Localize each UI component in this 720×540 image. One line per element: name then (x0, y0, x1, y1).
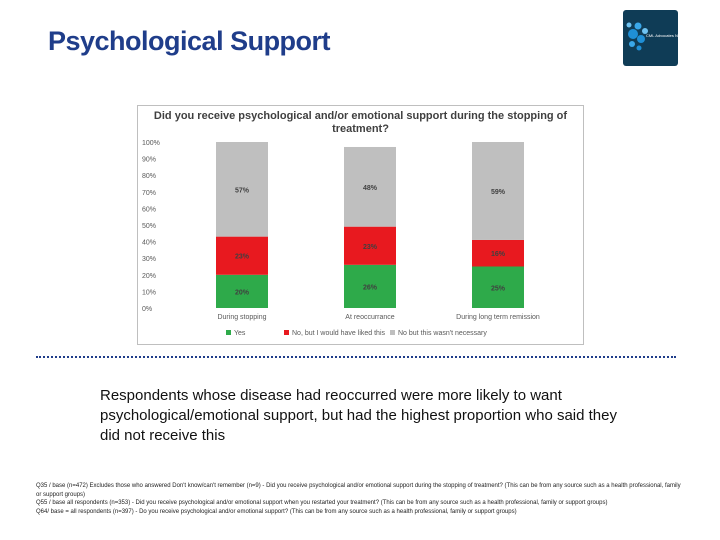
bar-segment (472, 266, 524, 308)
bar-segment (472, 142, 524, 240)
data-label: 23% (363, 244, 378, 251)
y-tick-label: 70% (142, 190, 156, 197)
category-label: During stopping (217, 314, 266, 321)
y-tick-label: 90% (142, 157, 156, 164)
logo (623, 10, 678, 66)
logo-icon (626, 22, 648, 51)
bar-segment (216, 236, 268, 275)
separator (36, 356, 676, 358)
y-tick-label: 20% (142, 273, 156, 280)
legend-label: No, but I would have liked this (292, 330, 385, 337)
data-label: 48% (363, 185, 378, 192)
bar-segment (344, 146, 396, 227)
footnotes: Q35 / base (n=472) Excludes those who an… (36, 482, 686, 516)
data-label: 25% (491, 285, 506, 292)
slide-title: Psychological Support (48, 26, 331, 56)
data-label: 16% (491, 251, 506, 258)
y-tick-label: 100% (142, 140, 160, 147)
summary-text: Respondents whose disease had reoccurred… (100, 387, 617, 444)
bar-segment (472, 239, 524, 267)
category-label: At reoccurrance (345, 314, 395, 321)
y-tick-label: 60% (142, 206, 156, 213)
legend-label: Yes (234, 330, 246, 337)
footnote-q35: Q35 / base (n=472) Excludes those who an… (36, 483, 681, 498)
data-label: 23% (235, 254, 250, 261)
legend-swatch (284, 330, 289, 335)
bar-segment (216, 274, 268, 308)
legend-swatch (226, 330, 231, 335)
stacked-bar-chart: 0% 10% 20% 30% 40% 50% 60% 70% 80% 90% 100% 20% 23% 5… (142, 140, 540, 337)
y-tick-label: 30% (142, 256, 156, 263)
y-tick-label: 10% (142, 289, 156, 296)
data-label: 59% (491, 189, 506, 196)
data-label: 26% (363, 284, 378, 291)
legend-label: No but this wasn't necessary (398, 330, 487, 337)
logo-text: CML Advocates Network (646, 33, 690, 38)
y-tick-label: 0% (142, 306, 152, 313)
y-tick-label: 50% (142, 223, 156, 230)
bar-segment (344, 264, 396, 308)
footnote-q64: Q64/ base = all respondents (n=397) - Do… (36, 508, 517, 515)
bar-segment (344, 226, 396, 265)
data-label: 57% (235, 187, 250, 194)
footnote-q55: Q55 / base all respondents (n=353) - Did… (36, 500, 608, 507)
y-tick-label: 40% (142, 240, 156, 247)
data-label: 20% (235, 289, 250, 296)
chart-panel: Did you receive psychological and/or emo… (137, 105, 584, 345)
chart-title: Did you receive psychological and/or emo… (153, 110, 568, 135)
bar-segment (216, 142, 268, 237)
legend-swatch (390, 330, 395, 335)
category-label: During long term remission (456, 314, 540, 321)
y-tick-label: 80% (142, 173, 156, 180)
